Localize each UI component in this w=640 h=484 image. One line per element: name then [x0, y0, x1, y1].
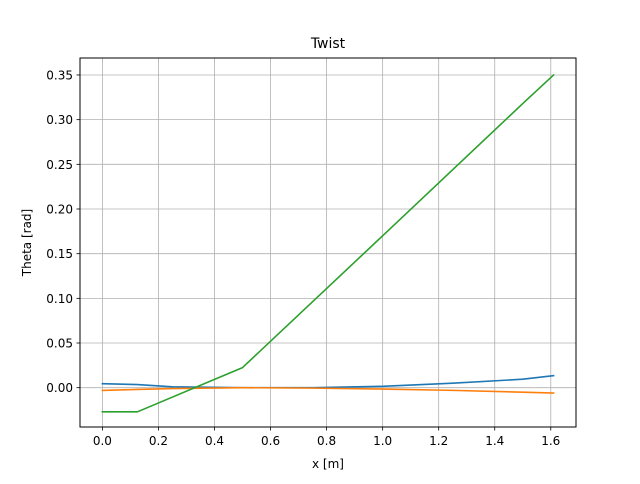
x-tick-label: 0.0 [93, 434, 112, 448]
tick-layer: 0.0 0.2 0.4 0.6 0.8 1.0 1.2 1.4 1.6 0.00 0.05 0.10 0… [46, 68, 560, 448]
x-tick-label: 0.6 [261, 434, 280, 448]
x-tick-label: 0.8 [317, 434, 336, 448]
series-line-3 [101, 73, 555, 413]
x-tick-label: 1.0 [373, 434, 392, 448]
x-tick-label: 1.4 [485, 434, 504, 448]
x-axis-label: x [m] [312, 457, 344, 471]
y-tick-label: 0.05 [46, 337, 73, 351]
y-tick-label: 0.30 [46, 113, 73, 127]
x-tick-label: 1.6 [541, 434, 560, 448]
y-tick-label: 0.10 [46, 292, 73, 306]
y-tick-label: 0.00 [46, 381, 73, 395]
x-tick-label: 0.2 [149, 434, 168, 448]
y-tick-label: 0.25 [46, 158, 73, 172]
y-axis-label: Theta [rad] [20, 209, 34, 277]
series-layer [101, 73, 555, 413]
series-line-2 [101, 386, 555, 394]
y-tick-label: 0.20 [46, 202, 73, 216]
x-tick-label: 0.4 [205, 434, 224, 448]
plot-frame [79, 57, 577, 428]
x-tick-label: 1.2 [429, 434, 448, 448]
grid-layer [80, 58, 576, 427]
y-tick-label: 0.15 [46, 247, 73, 261]
y-tick-label: 0.35 [46, 68, 73, 82]
chart-title: Twist [310, 36, 346, 52]
